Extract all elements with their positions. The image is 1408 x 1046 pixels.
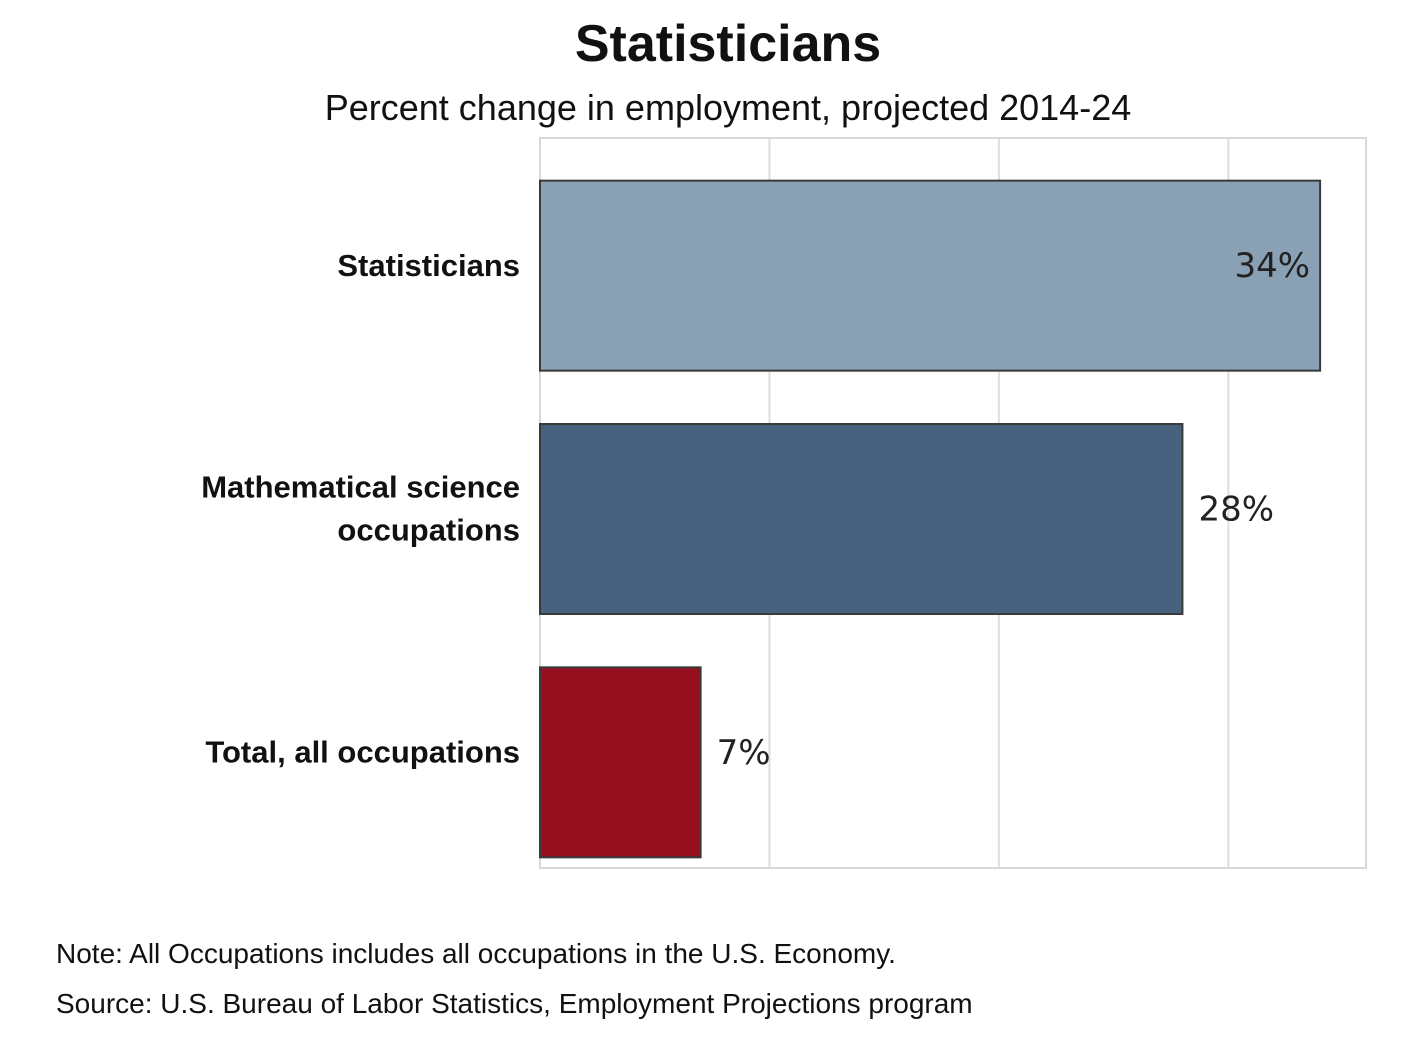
chart-note: Note: All Occupations includes all occup… <box>56 938 896 969</box>
value-label: 28% <box>1198 490 1274 530</box>
value-labels: 34% 28% 7% <box>717 246 1311 773</box>
bar <box>539 666 702 859</box>
bar <box>539 423 1184 615</box>
bar-chart: 34% 28% 7% Statisticians Mathematical scien… <box>201 137 1367 869</box>
chart-subtitle: Percent change in employment, projected … <box>324 87 1132 128</box>
bars <box>539 179 1322 859</box>
chart-title: Statisticians <box>574 15 882 73</box>
value-label: 34% <box>1235 246 1311 286</box>
chart-source: Source: U.S. Bureau of Labor Statistics,… <box>56 988 973 1019</box>
category-label: occupations <box>337 513 520 548</box>
category-label: Statisticians <box>337 248 520 283</box>
bar <box>539 179 1322 372</box>
category-label: Mathematical science <box>201 470 520 505</box>
category-label: Total, all occupations <box>205 735 520 770</box>
value-label: 7% <box>717 733 771 773</box>
category-labels: Statisticians Mathematical science occupat… <box>201 248 520 770</box>
